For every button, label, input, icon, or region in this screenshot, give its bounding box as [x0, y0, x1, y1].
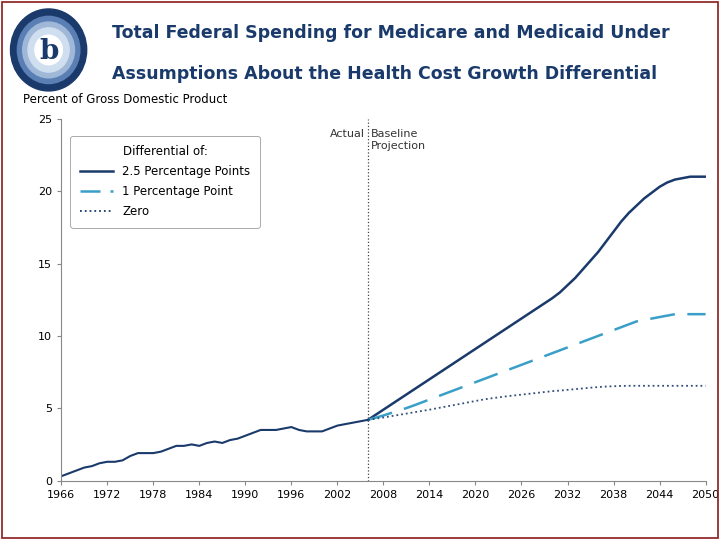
Circle shape [23, 22, 74, 78]
Text: Assumptions About the Health Cost Growth Differential: Assumptions About the Health Cost Growth… [112, 65, 657, 83]
Text: Total Federal Spending for Medicare and Medicaid Under: Total Federal Spending for Medicare and … [112, 24, 669, 42]
Circle shape [28, 28, 69, 72]
Text: b: b [39, 38, 58, 65]
Legend: 2.5 Percentage Points, 1 Percentage Point, Zero: 2.5 Percentage Points, 1 Percentage Poin… [71, 136, 260, 228]
Circle shape [35, 35, 63, 65]
Text: Actual: Actual [330, 129, 365, 139]
Text: Baseline
Projection: Baseline Projection [371, 129, 426, 151]
Circle shape [17, 16, 80, 84]
Text: Percent of Gross Domestic Product: Percent of Gross Domestic Product [22, 93, 227, 106]
Circle shape [11, 9, 86, 91]
